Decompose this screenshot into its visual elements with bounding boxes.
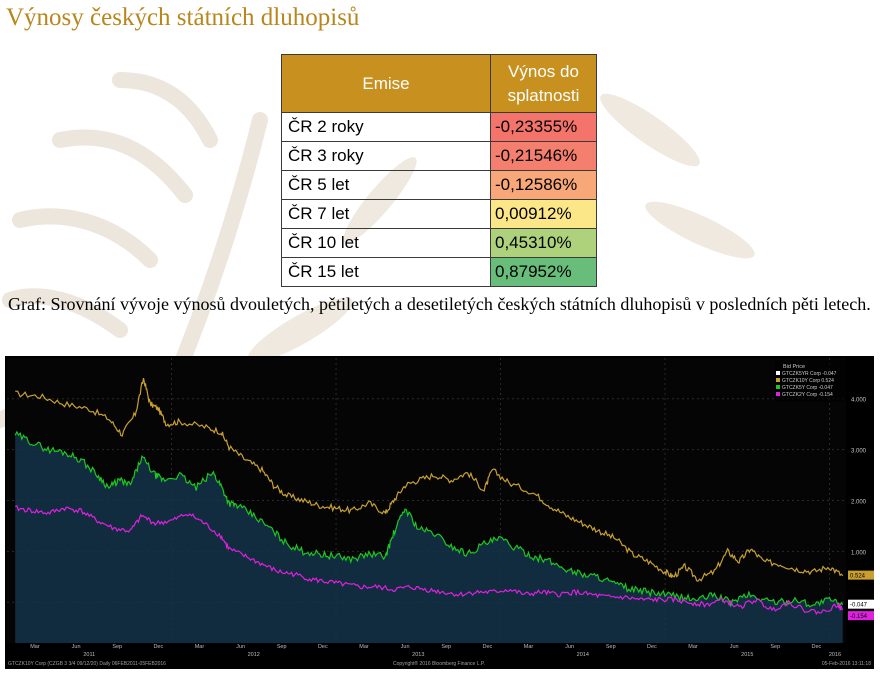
table-row: ČR 3 roky -0,21546% <box>281 141 597 171</box>
last-value-label: -0.154 <box>850 614 868 620</box>
x-tick-label-year: 2014 <box>577 652 589 658</box>
x-tick-label-month: Mar <box>359 644 369 650</box>
yield-cell: 0,87952% <box>490 257 597 287</box>
chart-footer-center: Copyright® 2016 Bloomberg Finance L.P. <box>393 660 485 667</box>
yield-cell: -0,12586% <box>490 170 597 200</box>
legend-swatch <box>776 378 780 382</box>
x-tick-label-month: Sep <box>112 644 122 650</box>
x-tick-label-month: Dec <box>318 644 328 650</box>
header-yield: Výnos do splatnosti <box>490 54 597 113</box>
yield-cell: -0,21546% <box>490 141 597 171</box>
last-value-box <box>848 599 874 609</box>
series-line-2y <box>15 505 844 616</box>
x-tick-label-month: Jun <box>565 644 574 650</box>
table-row: ČR 5 let -0,12586% <box>281 170 597 200</box>
issue-cell: ČR 10 let <box>281 228 491 258</box>
last-value-label: -0.047 <box>850 603 868 609</box>
x-tick-label-year: 2012 <box>248 652 260 658</box>
legend-swatch <box>776 392 780 396</box>
area-fill-5y <box>15 431 843 643</box>
x-tick-label-month: Mar <box>30 644 40 650</box>
header-issue: Emise <box>281 54 491 113</box>
x-tick-label-month: Mar <box>195 644 205 650</box>
issue-cell: ČR 7 let <box>281 199 491 229</box>
chart-footer-right: 05-Feb-2016 13:11:18 <box>822 661 871 667</box>
table-row: ČR 10 let 0,45310% <box>281 228 597 258</box>
issue-cell: ČR 2 roky <box>281 112 491 142</box>
y-tick-label: 3.000 <box>851 449 867 455</box>
x-tick-label-year: 2015 <box>741 652 753 658</box>
x-tick-label-year: 2013 <box>412 652 424 658</box>
yield-table: Emise Výnos do splatnosti ČR 2 roky -0,2… <box>281 54 597 287</box>
x-tick-label-month: Jun <box>730 644 739 650</box>
bloomberg-chart: 4.000 3.000 2.000 1.000 0.524 -0.047 -0.154 Bid… <box>5 356 874 669</box>
x-tick-label-month: Dec <box>482 644 492 650</box>
legend-title: Bid Price <box>783 364 805 370</box>
chart-caption: Graf: Srovnání vývoje výnosů dvouletých,… <box>8 294 871 314</box>
issue-cell: ČR 5 let <box>281 170 491 200</box>
page-title: Výnosy českých státních dluhopisů <box>6 4 360 31</box>
x-tick-label-month: Jun <box>72 644 81 650</box>
chart-svg: 4.000 3.000 2.000 1.000 0.524 -0.047 -0.154 Bid… <box>5 356 874 669</box>
legend-entry: GTCZK10Y Corp 0.524 <box>782 378 834 384</box>
yield-cell: -0,23355% <box>490 112 597 142</box>
last-value-label: 0.524 <box>850 574 866 580</box>
y-tick-label: 4.000 <box>851 398 867 404</box>
x-tick-label-month: Sep <box>770 644 780 650</box>
issue-cell: ČR 3 roky <box>281 141 491 171</box>
x-tick-label-month: Mar <box>524 644 534 650</box>
x-tick-label-year: 2016 <box>829 652 841 658</box>
x-tick-label-month: Dec <box>811 644 821 650</box>
x-tick-label-month: Sep <box>277 644 287 650</box>
chart-footer-left: GTCZK10Y Corp (CZGB 3 3/4 09/12/20) Dail… <box>8 661 166 667</box>
y-tick-label: 1.000 <box>851 550 867 556</box>
x-tick-label-month: Sep <box>606 644 616 650</box>
legend-swatch <box>776 371 780 375</box>
legend-entry: GTCZK5Y Corp -0.047 <box>782 385 833 391</box>
x-tick-label-month: Dec <box>153 644 163 650</box>
legend-box <box>775 360 847 402</box>
x-tick-label-month: Mar <box>688 644 698 650</box>
last-value-box <box>848 611 874 621</box>
table-header-row: Emise Výnos do splatnosti <box>281 54 597 113</box>
last-value-box <box>848 570 874 580</box>
table-row: ČR 2 roky -0,23355% <box>281 112 597 142</box>
x-tick-label-month: Sep <box>441 644 451 650</box>
legend-entry: GTCZK2Y Corp -0.154 <box>782 392 833 398</box>
table-row: ČR 15 let 0,87952% <box>281 257 597 287</box>
x-tick-label-year: 2011 <box>83 652 95 658</box>
yield-cell: 0,00912% <box>490 199 597 229</box>
y-tick-label: 2.000 <box>851 500 867 506</box>
legend-entry: GTCZK5YR Corp -0.047 <box>782 371 837 377</box>
table-row: ČR 7 let 0,00912% <box>281 199 597 229</box>
legend-swatch <box>776 385 780 389</box>
x-tick-label-month: Jun <box>236 644 245 650</box>
x-tick-label-month: Jun <box>401 644 410 650</box>
series-line-10y <box>15 377 844 582</box>
x-tick-label-month: Dec <box>647 644 657 650</box>
yield-cell: 0,45310% <box>490 228 597 258</box>
series-line-5y <box>14 430 844 608</box>
issue-cell: ČR 15 let <box>281 257 491 287</box>
